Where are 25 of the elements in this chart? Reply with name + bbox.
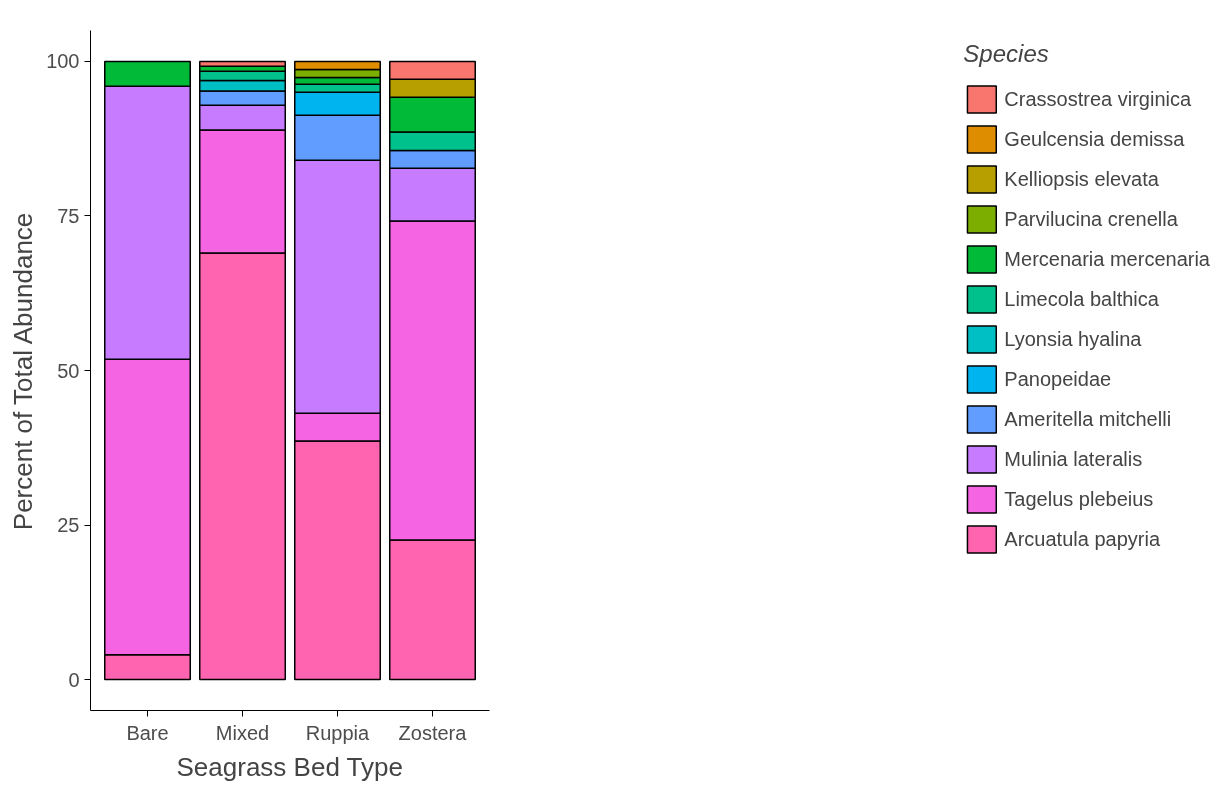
y-axis-title: Percent of Total Abundance xyxy=(8,212,39,531)
legend-label: Mercenaria mercenaria xyxy=(1004,246,1210,272)
y-tick-label: 50 xyxy=(57,359,80,382)
bar xyxy=(199,60,286,68)
legend-label: Limecola balthica xyxy=(1004,286,1159,312)
x-axis-title: Seagrass Bed Type xyxy=(176,751,403,782)
x-tick-label: Mixed xyxy=(215,721,270,744)
y-tick-label: 75 xyxy=(57,204,80,227)
y-tick-label: 25 xyxy=(57,514,80,537)
y-tick-label: 0 xyxy=(68,668,80,691)
legend-label: Crassostrea virginica xyxy=(1004,86,1192,112)
legend-label: Geulcensia demissa xyxy=(1004,126,1185,152)
legend-label: Kelliopsis elevata xyxy=(1004,166,1159,192)
legend-label: Tagelus plebeius xyxy=(1004,486,1154,512)
x-tick-label: Bare xyxy=(126,721,169,744)
legend-label: Mulinia lateralis xyxy=(1004,446,1143,472)
legend-label: Panopeidae xyxy=(1004,366,1112,392)
x-tick-label: Zostera xyxy=(398,721,468,744)
y-tick-label: 100 xyxy=(46,50,80,73)
legend-title: Species xyxy=(963,40,1050,68)
legend-label: Ameritella mitchelli xyxy=(1004,406,1172,432)
legend-label: Lyonsia hyalina xyxy=(1004,326,1142,352)
legend-label: Arcuatula papyria xyxy=(1004,526,1161,552)
x-tick-label: Ruppia xyxy=(305,721,371,744)
legend-label: Parvilucina crenella xyxy=(1004,206,1178,232)
